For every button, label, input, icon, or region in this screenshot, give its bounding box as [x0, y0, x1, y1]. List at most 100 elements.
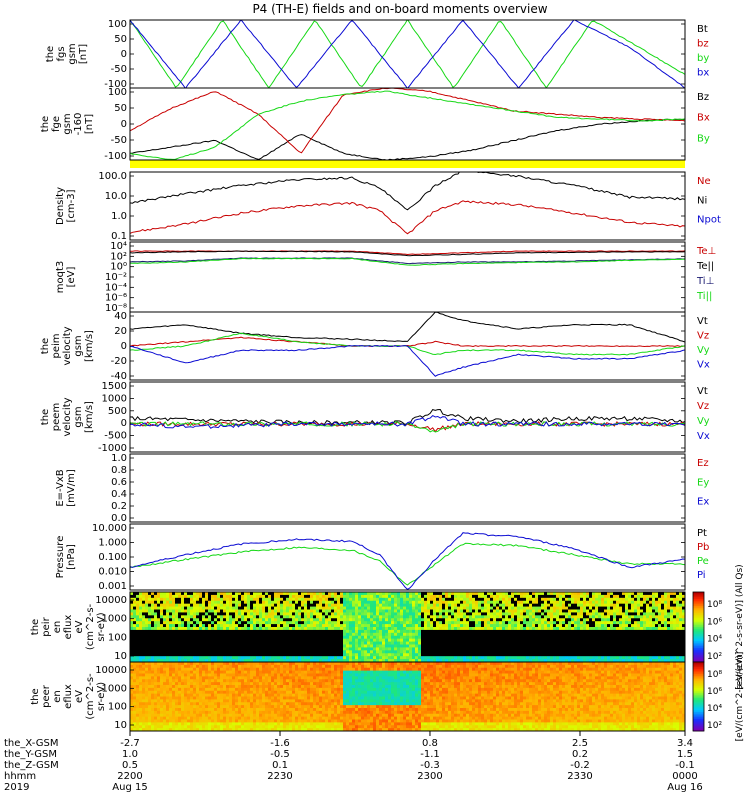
spectrogram-cell [292, 606, 296, 610]
spectrogram-cell [280, 659, 284, 663]
spectrogram-cell [565, 618, 569, 622]
spectrogram-cell [598, 647, 602, 651]
spectrogram-cell [670, 647, 674, 651]
spectrogram-cell [430, 650, 434, 654]
spectrogram-cell [370, 603, 374, 607]
spectrogram-cell [157, 659, 161, 663]
spectrogram-cell [619, 644, 623, 648]
spectrogram-cell [577, 641, 581, 645]
spectrogram-cell [241, 656, 245, 660]
spectrogram-cell [172, 600, 176, 605]
spectrogram-cell [322, 624, 326, 628]
spectrogram-cell [136, 609, 140, 613]
spectrogram-cell [520, 618, 524, 622]
spectrogram-cell [130, 690, 134, 695]
spectrogram-cell [388, 659, 392, 663]
spectrogram-cell [541, 629, 545, 634]
spectrogram-cell [607, 612, 611, 616]
spectrogram-cell [274, 615, 278, 619]
spectrogram-cell [154, 679, 158, 683]
spectrogram-cell [607, 627, 611, 631]
spectrogram-cell [139, 659, 143, 663]
spectrogram-cell [640, 615, 644, 619]
spectrogram-cell [274, 629, 278, 634]
spectrogram-cell [142, 632, 146, 637]
spectrogram-cell [172, 603, 176, 607]
spectrogram-cell [421, 612, 425, 616]
spectrogram-cell [556, 641, 560, 645]
spectrogram-cell [319, 641, 323, 645]
spectrogram-cell [580, 615, 584, 619]
spectrogram-cell [592, 621, 596, 625]
spectrogram-cell [400, 629, 404, 634]
spectrogram-cell [229, 624, 233, 628]
spectrogram-cell [310, 592, 314, 596]
spectrogram-cell [658, 597, 662, 602]
spectrogram-cell [442, 635, 446, 640]
spectrogram-cell [334, 632, 338, 637]
spectrogram-cell [388, 597, 392, 602]
spectrogram-cell [625, 609, 629, 613]
y-axis-label: (cm^2-s- [85, 603, 96, 650]
spectrogram-cell [247, 641, 251, 645]
spectrogram-cell [361, 609, 365, 613]
spectrogram-cell [526, 621, 530, 625]
spectrogram-cell [604, 641, 608, 645]
spectrogram-cell [160, 719, 164, 723]
spectrogram-cell [154, 728, 158, 732]
spectrogram-cell [373, 656, 377, 660]
spectrogram-cell [355, 647, 359, 651]
spectrogram-cell [142, 662, 146, 666]
spectrogram-cell [541, 656, 545, 660]
spectrogram-cell [130, 685, 134, 689]
spectrogram-cell [352, 606, 356, 610]
spectrogram-cell [529, 644, 533, 648]
spectrogram-cell [427, 624, 431, 628]
spectrogram-cell [463, 624, 467, 628]
spectrogram-cell [361, 592, 365, 596]
series-group [130, 88, 685, 160]
spectrogram-cell [292, 615, 296, 619]
spectrogram-cell [556, 609, 560, 613]
spectrogram-cell [217, 656, 221, 660]
spectrogram-cell [211, 638, 215, 642]
spectrogram-cell [139, 713, 143, 718]
spectrogram-cell [388, 592, 392, 596]
spectrogram-cell [154, 650, 158, 654]
spectrogram-cell [559, 644, 563, 648]
spectrogram-cell [367, 635, 371, 640]
y-tick-label: 40 [114, 311, 127, 322]
spectrogram-cell [475, 621, 479, 625]
spectrogram-cell [619, 653, 623, 657]
spectrogram-cell [382, 606, 386, 610]
spectrogram-cell [430, 632, 434, 637]
spectrogram-cell [199, 627, 203, 631]
colorbar-cell [693, 660, 704, 663]
spectrogram-cell [166, 644, 170, 648]
spectrogram-cell [499, 656, 503, 660]
spectrogram-cell [679, 615, 683, 619]
spectrogram-cell [298, 638, 302, 642]
spectrogram-cell [268, 644, 272, 648]
spectrogram-cell [676, 627, 680, 631]
spectrogram-cell [235, 609, 239, 613]
spectrogram-cell [466, 606, 470, 610]
spectrogram-cell [682, 629, 686, 634]
spectrogram-cell [277, 594, 281, 599]
spectrogram-cell [307, 600, 311, 605]
spectrogram-cell [238, 618, 242, 622]
spectrogram-cell [679, 644, 683, 648]
spectrogram-cell [304, 612, 308, 616]
spectrogram-cell [301, 624, 305, 628]
spectrogram-cell [154, 673, 158, 677]
spectrogram-cell [436, 650, 440, 654]
spectrogram-cell [190, 600, 194, 605]
spectrogram-cell [298, 618, 302, 622]
spectrogram-cell [169, 627, 173, 631]
spectrogram-cell [583, 597, 587, 602]
spectrogram-cell [274, 635, 278, 640]
spectrogram-cell [535, 603, 539, 607]
spectrogram-cell [334, 597, 338, 602]
spectrogram-cell [493, 638, 497, 642]
spectrogram-cell [304, 644, 308, 648]
